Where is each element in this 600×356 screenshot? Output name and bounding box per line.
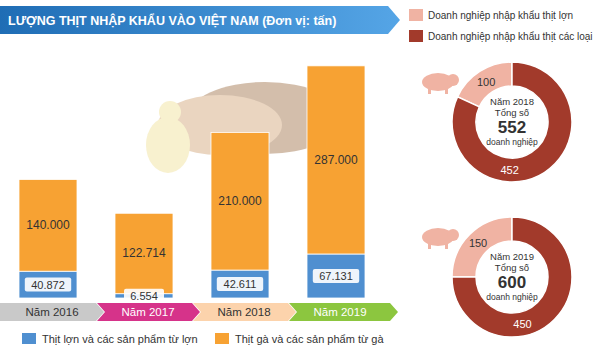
title-banner xyxy=(0,6,400,34)
data-label: 40.872 xyxy=(31,279,65,291)
title: LƯỢNG THỊT NHẬP KHẨU VÀO VIỆT NAM (Đơn v… xyxy=(8,13,336,28)
data-label: 6.554 xyxy=(130,290,158,302)
slice-label: 150 xyxy=(469,237,487,249)
donut-total-label: Tổng số xyxy=(495,262,530,273)
category-band xyxy=(0,303,104,321)
legend-label: Thịt gà và các sản phẩm từ gà xyxy=(235,333,384,345)
data-label: 42.611 xyxy=(224,278,257,290)
category-label: Năm 2018 xyxy=(217,306,270,318)
legend-label: Doanh nghiệp nhập khẩu thịt lợn xyxy=(428,10,573,21)
pig-icon xyxy=(422,228,459,249)
data-label: 210.000 xyxy=(218,194,262,208)
bar-segment xyxy=(307,254,365,298)
donut-unit: doanh nghiệp xyxy=(486,137,538,147)
slice-label: 450 xyxy=(513,318,531,330)
donut-slice xyxy=(452,62,572,182)
chicken-silhouette xyxy=(146,117,190,173)
donut-year: Năm 2018 xyxy=(490,96,534,107)
pig-leg xyxy=(428,88,431,94)
pig-head xyxy=(447,74,459,86)
legend-swatch xyxy=(22,333,36,344)
donut xyxy=(452,217,572,337)
donut-unit: doanh nghiệp xyxy=(486,292,538,302)
donut xyxy=(452,62,572,182)
data-label: 67.131 xyxy=(319,270,353,282)
chicken-head xyxy=(159,101,181,123)
legend-swatch xyxy=(409,30,423,42)
bar-segment xyxy=(307,66,365,254)
slice-label: 452 xyxy=(501,164,519,176)
bars xyxy=(19,66,365,298)
category-band xyxy=(193,303,296,321)
donut-year: Năm 2019 xyxy=(490,251,534,262)
category-label: Năm 2017 xyxy=(121,306,174,318)
legend-swatch xyxy=(215,333,229,344)
root: LƯỢNG THỊT NHẬP KHẨU VÀO VIỆT NAM (Đơn v… xyxy=(0,0,600,356)
category-label: Năm 2019 xyxy=(313,306,366,318)
donut-total: 552 xyxy=(498,118,526,137)
pig-leg xyxy=(428,243,431,249)
bar-segment xyxy=(211,270,269,298)
label-box xyxy=(217,277,263,291)
category-band xyxy=(289,303,398,321)
bar-segment xyxy=(19,179,77,271)
pig-leg xyxy=(445,88,448,94)
label-box xyxy=(124,289,164,303)
data-label: 122.714 xyxy=(122,246,166,260)
donut-slice xyxy=(452,217,572,337)
bar-segment xyxy=(211,132,269,270)
donut-total-label: Tổng số xyxy=(495,107,530,118)
pig-head xyxy=(447,229,459,241)
bar-segment xyxy=(115,213,173,293)
category-label: Năm 2016 xyxy=(25,306,78,318)
data-label: 287.000 xyxy=(314,153,358,167)
data-label: 140.000 xyxy=(26,218,70,232)
legend-swatch xyxy=(409,9,423,21)
bar-segment xyxy=(19,271,77,298)
legend-label: Thịt lợn và các sản phẩm từ lợn xyxy=(42,333,198,345)
pig-icon xyxy=(422,73,459,94)
category-band xyxy=(97,303,200,321)
label-box xyxy=(25,278,71,292)
pig-leg xyxy=(445,243,448,249)
slice-label: 100 xyxy=(477,76,495,88)
legend-label: Doanh nghiệp nhập khẩu thịt các loại xyxy=(428,31,593,42)
infographic: LƯỢNG THỊT NHẬP KHẨU VÀO VIỆT NAM (Đơn v… xyxy=(0,0,600,356)
label-box xyxy=(313,269,359,283)
bar-labels: 40.872 140.000 6.554 122.714 42.611 210.000 67… xyxy=(25,153,359,303)
donut-total: 600 xyxy=(498,273,526,292)
